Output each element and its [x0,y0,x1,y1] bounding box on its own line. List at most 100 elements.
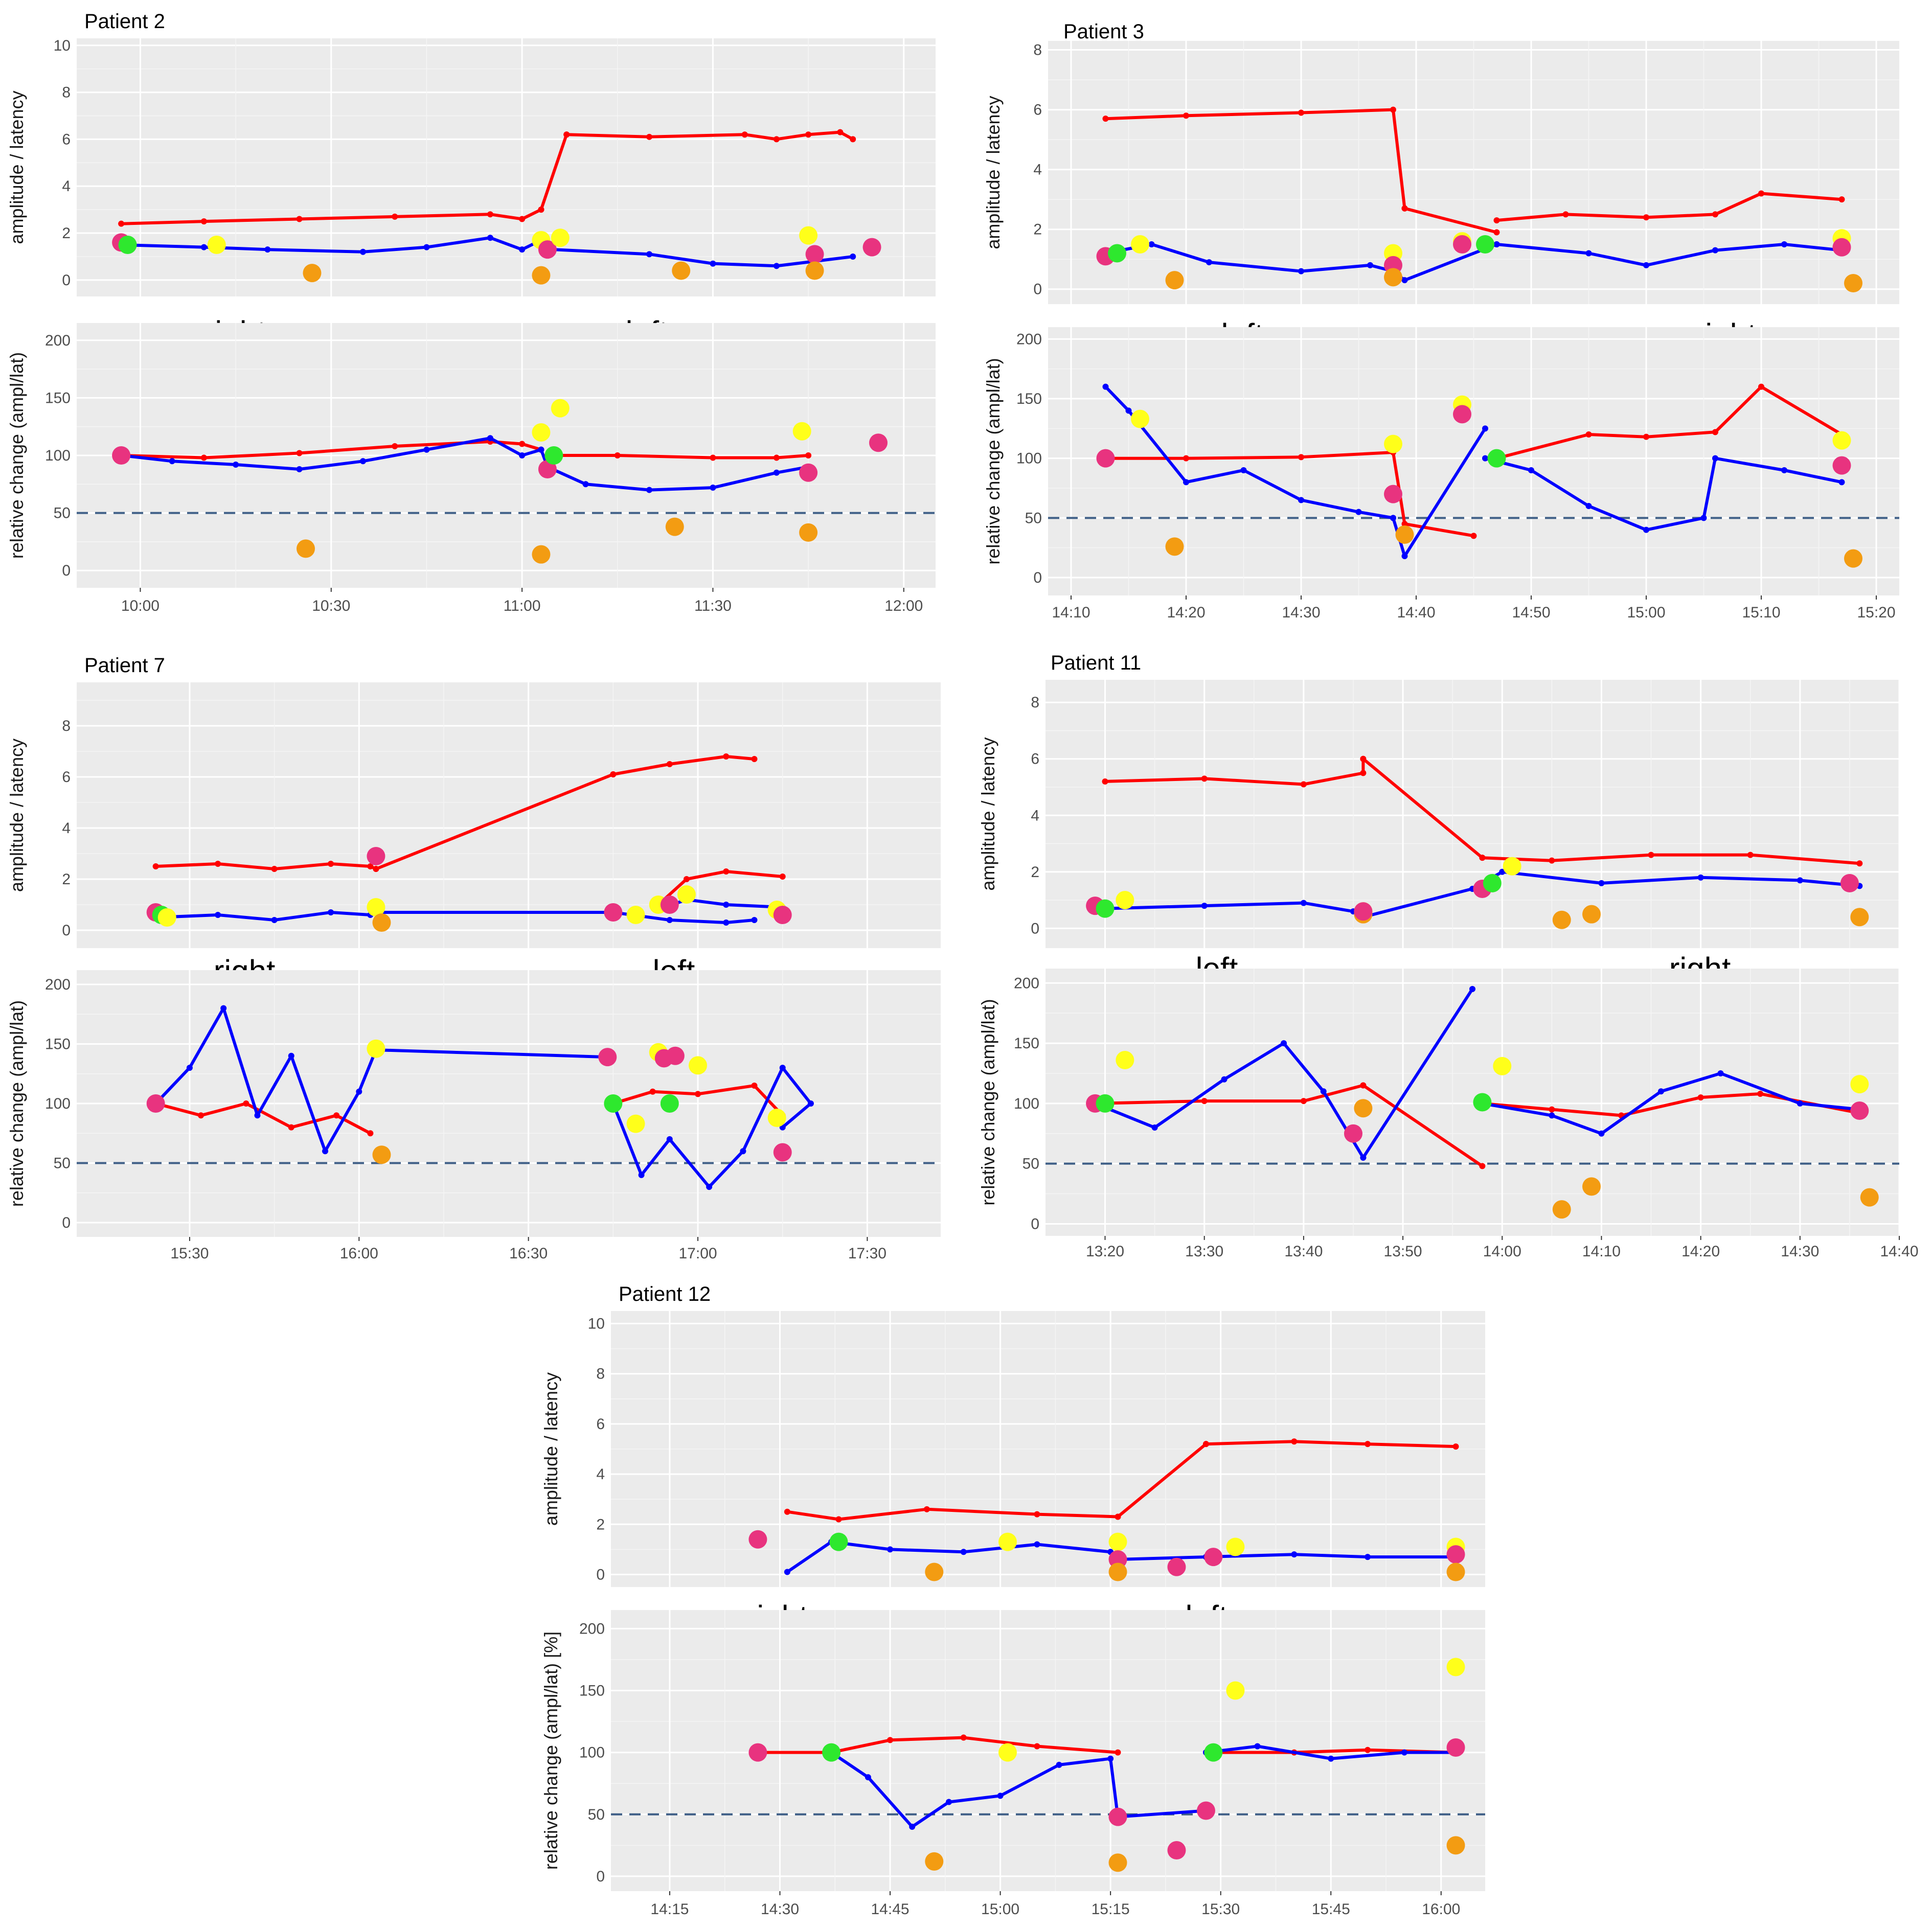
series-group [1086,755,1869,929]
blue-data-point [1401,277,1408,284]
y-tick-label: 8 [1033,42,1042,59]
blue-data-point [220,1005,227,1012]
chart-title: Patient 7 [84,654,165,677]
blue-data-point [723,920,730,926]
event-marker [1832,431,1851,450]
event-marker [869,433,888,452]
y-tick-label: 4 [62,820,71,837]
y-tick-label: 50 [54,1155,71,1172]
y-tick-label: 4 [596,1466,605,1483]
y-tick-label: 6 [596,1416,605,1433]
event-marker [1384,268,1402,287]
event-marker [1446,1836,1465,1855]
top-panel: 0 2 4 6 8 amplitude / latency [6,682,941,948]
x-tick-label: 12:00 [884,598,923,614]
x-tick-label: 14:45 [871,1901,910,1918]
x-tick-label: 14:15 [650,1901,689,1918]
y-tick-label: 150 [45,1036,71,1052]
red-data-point [1758,190,1764,197]
event-marker [1476,235,1494,254]
red-data-point [198,1112,204,1119]
blue-data-point [1102,383,1109,390]
y-tick-label: 0 [1033,569,1042,586]
event-marker [672,261,691,280]
blue-data-point [582,481,589,488]
y-tick-label: 50 [54,505,71,522]
event-marker [598,1048,617,1067]
y-tick-label: 6 [62,769,71,786]
blue-data-point [169,458,175,465]
blue-data-point [423,244,430,250]
blue-data-point [887,1546,894,1553]
y-axis-label: amplitude / latency [978,737,998,890]
x-tick-label: 14:40 [1880,1243,1918,1260]
red-data-point [296,450,303,456]
y-tick-label: 100 [45,1095,71,1112]
blue-series-line [1118,1555,1206,1561]
red-series-line [758,1736,1118,1754]
event-marker [367,898,385,916]
blue-data-point [296,466,303,473]
red-data-point [784,1508,790,1515]
series-group [112,399,888,564]
blue-data-point [1781,241,1787,247]
y-tick-label: 200 [1014,975,1039,992]
blue-data-point [997,1793,1004,1799]
event-marker [1453,235,1471,254]
chart-title: Patient 2 [84,10,165,33]
x-tick-label: 10:30 [312,598,350,614]
series-group [146,753,792,932]
y-tick-label: 50 [1022,1156,1039,1173]
y-tick-label: 0 [596,1868,605,1885]
x-tick-label: 16:00 [340,1245,378,1262]
blue-data-point [519,452,526,458]
y-tick-label: 200 [579,1620,605,1637]
red-data-point [723,753,730,760]
x-tick-label: 11:30 [694,598,732,614]
blue-data-point [1528,467,1534,473]
x-tick-label: 15:15 [1092,1901,1130,1918]
event-marker [998,1743,1017,1762]
red-data-point [1758,383,1764,390]
blue-data-point [740,1148,746,1155]
red-data-point [1479,855,1486,861]
red-data-point [1493,229,1500,236]
event-marker [1167,1841,1186,1860]
red-series-line [1362,757,1484,859]
x-tick-label: 15:20 [1857,604,1895,621]
x-tick-label: 13:30 [1185,1243,1223,1260]
red-data-point [1648,852,1654,858]
red-data-point [1747,852,1754,858]
blue-data-point [356,1088,362,1095]
event-marker [1165,537,1184,556]
event-marker [1850,1101,1869,1120]
blue-data-point [1697,874,1704,881]
red-data-point [1115,1513,1121,1520]
event-marker [303,264,322,283]
event-marker [1108,1563,1127,1581]
event-marker [1582,905,1601,924]
blue-data-point [779,1065,786,1071]
blue-data-point [519,246,526,253]
red-data-point [1298,109,1304,116]
red-data-point [850,136,856,143]
blue-data-point [1125,407,1132,414]
x-tick-label: 14:40 [1397,604,1435,621]
red-data-point [392,213,398,220]
blue-series-line [154,1006,378,1153]
blue-data-point [1797,1100,1803,1107]
x-tick-label: 14:30 [761,1901,799,1918]
event-marker [1860,1188,1879,1207]
x-tick-label: 14:20 [1167,604,1205,621]
blue-data-point [487,235,493,241]
red-data-point [1401,521,1408,527]
event-marker [748,1530,767,1549]
blue-series-line [1118,1809,1207,1819]
event-marker [1446,1563,1465,1581]
event-marker [1096,899,1115,918]
blue-data-point [1657,1088,1664,1095]
event-marker [1473,1093,1492,1112]
y-tick-label: 100 [579,1744,605,1761]
event-marker [677,885,696,904]
